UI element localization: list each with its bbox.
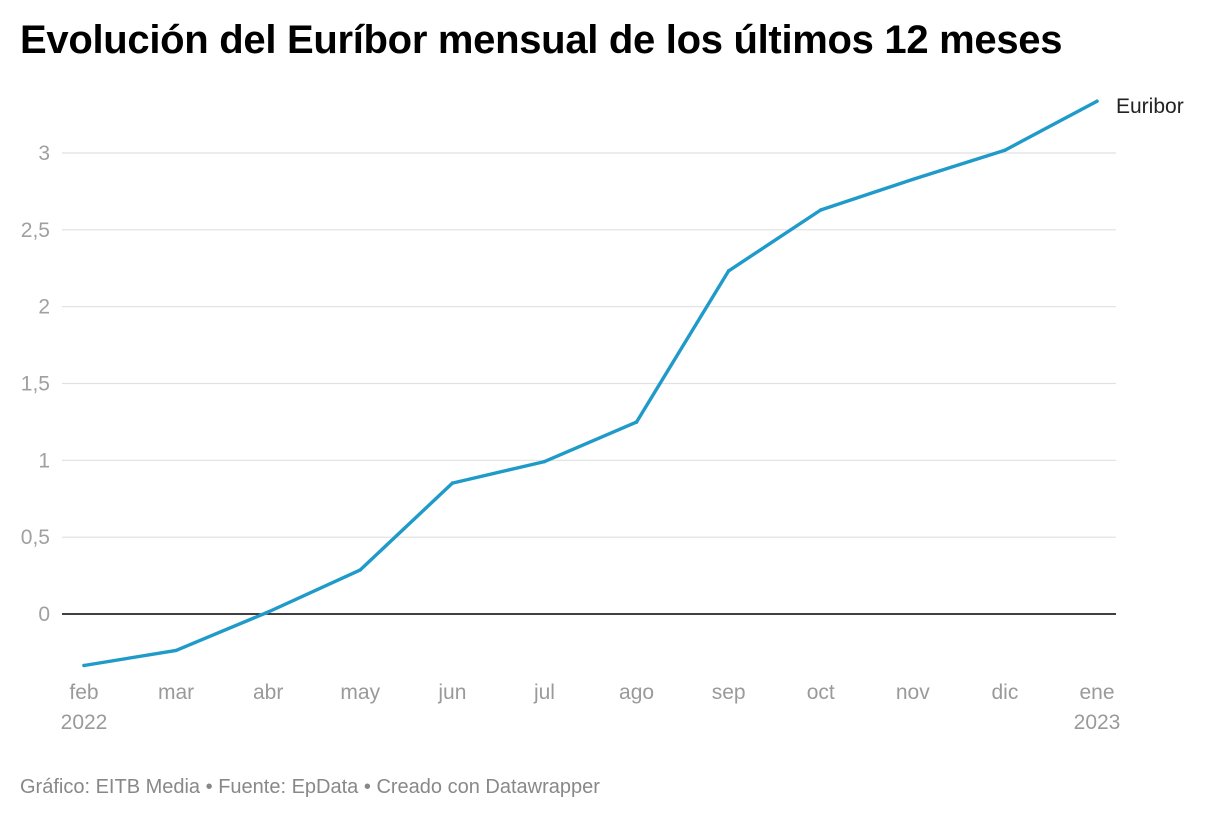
- x-tick-year-label: 2022: [61, 711, 108, 734]
- separator-1: •: [205, 776, 213, 798]
- x-tick-label: ene: [1079, 681, 1114, 704]
- y-tick-label: 0: [38, 603, 50, 626]
- x-tick-year-label: 2023: [1074, 711, 1121, 734]
- y-tick-label: 0,5: [21, 526, 50, 549]
- y-tick-label: 3: [38, 142, 50, 165]
- data-point: [174, 648, 178, 653]
- credit-text: Gráfico: EITB Media: [20, 776, 201, 798]
- data-point: [450, 481, 455, 485]
- x-tick-label: sep: [712, 681, 746, 704]
- data-point: [1095, 99, 1099, 103]
- data-point: [911, 177, 915, 182]
- series-line-euribor: [82, 99, 1099, 668]
- data-point: [542, 459, 547, 464]
- x-tick-label: feb: [69, 681, 98, 704]
- chart-footer: Gráfico: EITB Media • Fuente: EpData • C…: [20, 776, 600, 799]
- tool-text: Creado con Datawrapper: [376, 776, 600, 798]
- y-tick-label: 2: [38, 296, 50, 319]
- y-tick-label: 2,5: [21, 219, 50, 242]
- data-point: [634, 420, 639, 424]
- x-tick-label: abr: [253, 681, 283, 704]
- x-tick-label: may: [340, 681, 380, 704]
- x-tick-label: mar: [158, 681, 194, 704]
- y-axis-ticks: 0 0,5 1 1,5 2 2,5 3: [21, 142, 50, 626]
- x-axis-ticks: feb 2022 mar abr may jun jul ago sep oct nov dic ene…: [61, 681, 1121, 734]
- x-tick-label: dic: [991, 681, 1018, 704]
- x-tick-label: nov: [896, 681, 930, 704]
- x-tick-label: jul: [533, 681, 555, 704]
- x-tick-label: ago: [619, 681, 654, 704]
- separator-2: •: [363, 776, 371, 798]
- gridlines: [62, 152, 1116, 615]
- x-tick-label: oct: [807, 681, 835, 704]
- series-label-euribor: Euribor: [1116, 95, 1184, 118]
- data-point: [358, 568, 362, 572]
- data-point: [266, 610, 270, 614]
- data-point: [819, 208, 823, 212]
- data-point: [82, 663, 86, 668]
- source-text: Fuente: EpData: [218, 776, 359, 798]
- data-point: [726, 269, 731, 273]
- y-tick-label: 1,5: [21, 373, 50, 396]
- data-point: [1003, 148, 1007, 152]
- series-lines: [82, 99, 1099, 668]
- y-tick-label: 1: [38, 449, 50, 472]
- chart-title: Evolución del Euríbor mensual de los últ…: [20, 18, 1063, 62]
- x-tick-label: jun: [437, 681, 466, 704]
- series-labels: Euribor: [1116, 95, 1184, 118]
